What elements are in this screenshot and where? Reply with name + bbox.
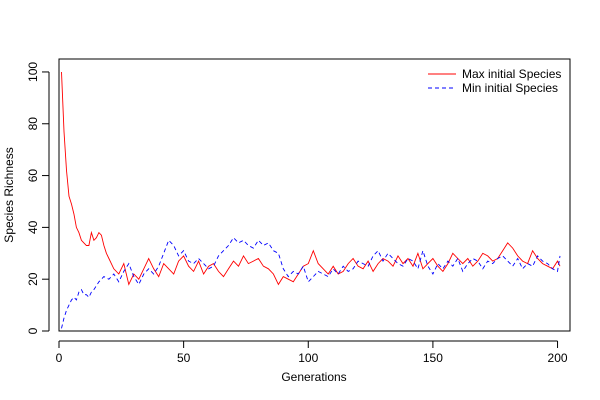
y-tick-label: 80 (26, 117, 40, 131)
x-tick-label: 0 (56, 351, 63, 365)
y-tick-label: 20 (26, 272, 40, 286)
y-tick-label: 60 (26, 169, 40, 183)
series-layer (61, 71, 561, 329)
y-axis: 0 20 40 60 80 100 (26, 62, 50, 334)
y-tick-label: 0 (26, 327, 40, 334)
y-axis-title: Species Richness (2, 147, 16, 242)
x-tick-label: 150 (423, 351, 443, 365)
plot-area-frame (58, 58, 571, 332)
legend-label-2: Min initial Species (462, 81, 558, 95)
x-tick-label: 50 (177, 351, 191, 365)
series-line-2 (61, 236, 561, 329)
x-axis: 0 50 100 150 200 (56, 340, 568, 365)
y-tick-label: 40 (26, 220, 40, 234)
y-tick-label: 100 (26, 62, 40, 82)
x-axis-title: Generations (281, 370, 346, 384)
x-tick-label: 200 (548, 351, 568, 365)
x-tick-label: 100 (298, 351, 318, 365)
series-line-1 (61, 71, 561, 286)
legend-label-1: Max initial Species (462, 67, 561, 81)
